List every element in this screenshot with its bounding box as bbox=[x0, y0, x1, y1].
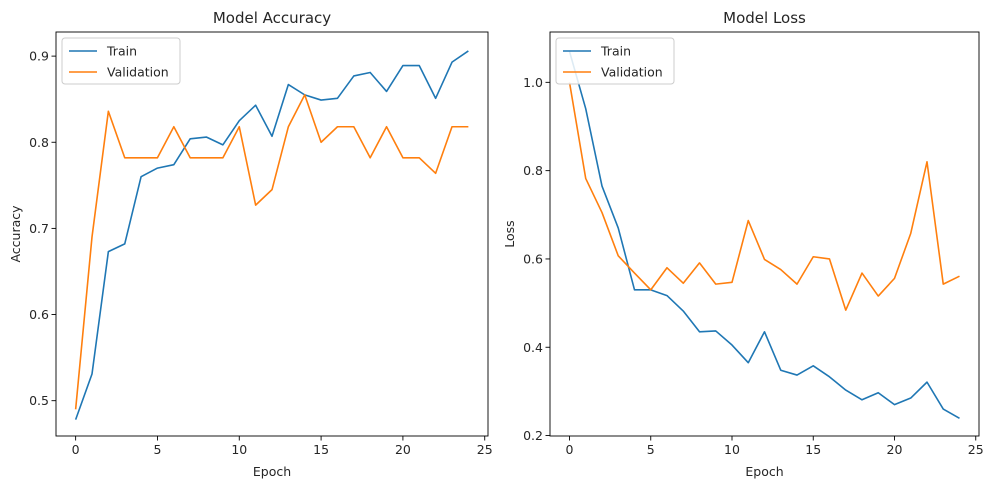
y-tick-label: 0.8 bbox=[29, 135, 49, 150]
y-tick-label: 0.5 bbox=[29, 393, 49, 408]
legend: Train Validation bbox=[555, 37, 675, 85]
y-axis-label: Accuracy bbox=[8, 205, 23, 263]
series-line-validation bbox=[74, 94, 469, 410]
x-tick-label: 15 bbox=[805, 442, 821, 457]
x-tick-label: 0 bbox=[566, 442, 574, 457]
legend: Train Validation bbox=[61, 37, 181, 85]
y-tick-label: 0.6 bbox=[523, 251, 543, 266]
plot-frame bbox=[549, 31, 980, 437]
x-tick-label: 10 bbox=[231, 442, 247, 457]
y-tick-label: 0.4 bbox=[523, 340, 543, 355]
chart-panel-0: Model Accuracy 0 5 10 15 20 25 0.5 0.6 0.7 0.8 0.9 E… bbox=[8, 9, 493, 479]
y-tick-label: 0.8 bbox=[523, 163, 543, 178]
x-tick-label: 25 bbox=[477, 442, 493, 457]
legend-label-train: Train bbox=[600, 44, 631, 59]
chart-title: Model Loss bbox=[723, 9, 806, 27]
x-tick-label: 20 bbox=[887, 442, 903, 457]
legend-label-train: Train bbox=[106, 44, 137, 59]
x-tick-label: 5 bbox=[153, 442, 161, 457]
x-tick-label: 5 bbox=[647, 442, 655, 457]
x-axis-label: Epoch bbox=[745, 464, 783, 479]
y-tick-label: 1.0 bbox=[523, 75, 543, 90]
y-tick-label: 0.9 bbox=[29, 49, 49, 64]
series-line-train bbox=[568, 51, 960, 420]
series-line-train bbox=[74, 50, 469, 420]
x-tick-label: 0 bbox=[72, 442, 80, 457]
x-tick-label: 10 bbox=[724, 442, 740, 457]
x-tick-label: 20 bbox=[395, 442, 411, 457]
chart-panel-1: Model Loss 0 5 10 15 20 25 0.2 0.4 0.6 0.8 1.0 Epoch… bbox=[502, 9, 984, 479]
x-axis-label: Epoch bbox=[253, 464, 291, 479]
y-tick-label: 0.2 bbox=[523, 428, 543, 443]
chart-title: Model Accuracy bbox=[213, 9, 331, 27]
x-tick-label: 15 bbox=[313, 442, 329, 457]
legend-label-validation: Validation bbox=[107, 65, 169, 80]
y-tick-label: 0.6 bbox=[29, 307, 49, 322]
y-tick-label: 0.7 bbox=[29, 221, 49, 236]
legend-label-validation: Validation bbox=[601, 65, 663, 80]
x-tick-label: 25 bbox=[968, 442, 984, 457]
y-axis-label: Loss bbox=[502, 220, 517, 247]
series-line-validation bbox=[568, 82, 960, 311]
plot-frame bbox=[55, 31, 489, 437]
